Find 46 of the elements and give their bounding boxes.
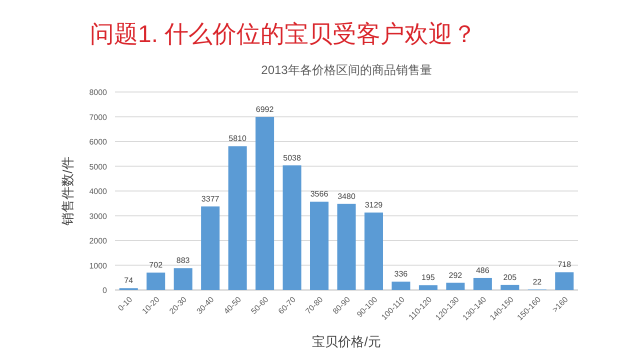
bar	[228, 146, 247, 290]
bar	[256, 116, 274, 290]
bar	[174, 268, 192, 290]
y-tick-label: 2000	[89, 236, 108, 246]
x-axis-title: 宝贝价格/元	[312, 334, 381, 349]
data-label: 74	[124, 276, 134, 286]
data-label: 22	[532, 277, 542, 286]
data-label: 702	[149, 260, 164, 270]
data-label: 486	[476, 266, 490, 275]
bar	[392, 282, 410, 290]
y-tick-label: 7000	[89, 112, 108, 122]
y-tick-label: 6000	[89, 138, 108, 146]
data-label: 3377	[201, 194, 220, 204]
y-tick-label: 0	[102, 286, 108, 295]
data-label: 718	[558, 260, 572, 270]
bar	[337, 204, 356, 290]
data-label: 292	[448, 270, 463, 280]
bar	[201, 206, 220, 290]
bar	[473, 278, 492, 290]
bar	[364, 212, 383, 290]
data-label: 6992	[256, 104, 274, 114]
y-tick-label: 4000	[89, 187, 108, 196]
data-label: 5810	[228, 134, 248, 144]
bar	[446, 282, 465, 290]
data-label: 3566	[310, 190, 329, 199]
y-tick-label: 8000	[89, 88, 108, 97]
bar	[310, 202, 329, 290]
data-label: 5038	[283, 153, 302, 162]
y-axis-title: 销售件数/件	[60, 156, 75, 226]
bar	[500, 284, 520, 290]
y-tick-label: 1000	[89, 261, 108, 270]
data-label: 336	[394, 270, 408, 279]
data-label: 195	[422, 273, 436, 282]
chart-subtitle: 2013年各价格区间的商品销售量	[261, 63, 432, 77]
data-label: 883	[176, 256, 190, 266]
data-label: 3129	[364, 200, 384, 210]
x-tick-label: 0-10	[116, 294, 134, 313]
y-tick-label: 3000	[89, 212, 108, 221]
bar	[282, 165, 302, 290]
chart-title: 问题1. 什么价位的宝贝受客户欢迎？	[90, 21, 477, 48]
data-label: 3480	[338, 192, 356, 201]
bar	[146, 272, 166, 290]
data-label: 205	[503, 272, 518, 282]
bar	[555, 272, 574, 290]
y-tick-label: 5000	[89, 162, 108, 172]
bar	[418, 285, 438, 290]
